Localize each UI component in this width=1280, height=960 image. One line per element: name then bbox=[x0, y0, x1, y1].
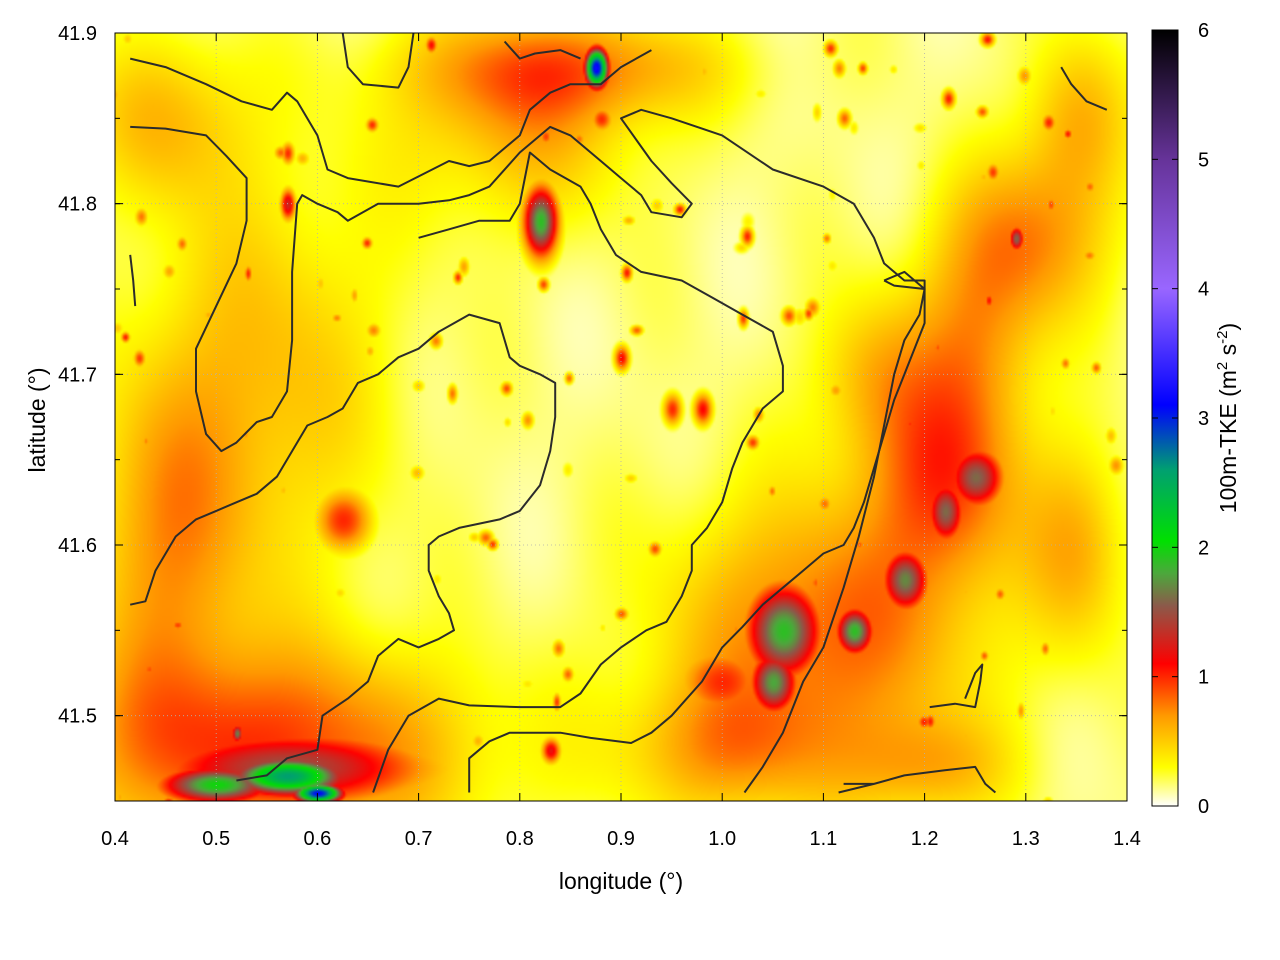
y-tick-label: 41.5 bbox=[58, 706, 97, 728]
colorbar-ticks: 0 1 2 3 4 5 6 bbox=[1152, 20, 1209, 818]
y-tick-label: 41.8 bbox=[58, 194, 97, 216]
colorbar-label: 100m-TKE (m2 s-2) bbox=[1214, 323, 1241, 513]
y-tick-label: 41.7 bbox=[58, 364, 97, 386]
y-tick-label: 41.9 bbox=[58, 23, 97, 45]
contour-line bbox=[129, 254, 137, 307]
colorbar-tick-label: 1 bbox=[1198, 667, 1209, 689]
contour-line bbox=[503, 40, 581, 60]
x-tick-label: 1.1 bbox=[809, 828, 837, 850]
contour-line bbox=[929, 663, 984, 709]
colorbar-tick-label: 3 bbox=[1198, 408, 1209, 430]
colorbar-tick-label: 4 bbox=[1198, 279, 1209, 301]
x-tick-label: 1.2 bbox=[911, 828, 939, 850]
contour-line bbox=[129, 49, 652, 188]
y-axis-label: latitude (°) bbox=[24, 367, 50, 472]
x-tick-label: 0.5 bbox=[202, 828, 230, 850]
contour-line bbox=[1060, 66, 1108, 111]
x-tick-label: 1.3 bbox=[1012, 828, 1040, 850]
x-axis-label: longitude (°) bbox=[559, 868, 683, 894]
contour-line bbox=[129, 313, 557, 782]
colorbar-tick-label: 0 bbox=[1198, 796, 1209, 818]
contour-line bbox=[130, 108, 926, 793]
contour-line bbox=[743, 288, 926, 794]
contour-lines bbox=[129, 33, 1108, 794]
x-tick-label: 0.7 bbox=[405, 828, 433, 850]
contour-line bbox=[341, 33, 415, 89]
colorbar-tick-label: 5 bbox=[1198, 149, 1209, 171]
y-tick-label: 41.6 bbox=[58, 535, 97, 557]
x-tick-label: 1.0 bbox=[708, 828, 736, 850]
contour-line bbox=[372, 151, 784, 793]
colorbar-tick-label: 6 bbox=[1198, 20, 1209, 42]
contour-line bbox=[883, 270, 926, 290]
x-tick-label: 1.4 bbox=[1113, 828, 1141, 850]
x-tick-label: 0.6 bbox=[303, 828, 331, 850]
x-tick-label: 0.8 bbox=[506, 828, 534, 850]
y-axis: 41.5 41.6 41.7 41.8 41.9 bbox=[58, 23, 1127, 802]
x-axis: 0.4 0.5 0.6 0.7 0.8 0.9 1.0 1.1 1.2 1.3 1.4 bbox=[101, 33, 1141, 850]
x-tick-label: 0.4 bbox=[101, 828, 129, 850]
colorbar-tick-label: 2 bbox=[1198, 537, 1209, 559]
x-tick-label: 0.9 bbox=[607, 828, 635, 850]
